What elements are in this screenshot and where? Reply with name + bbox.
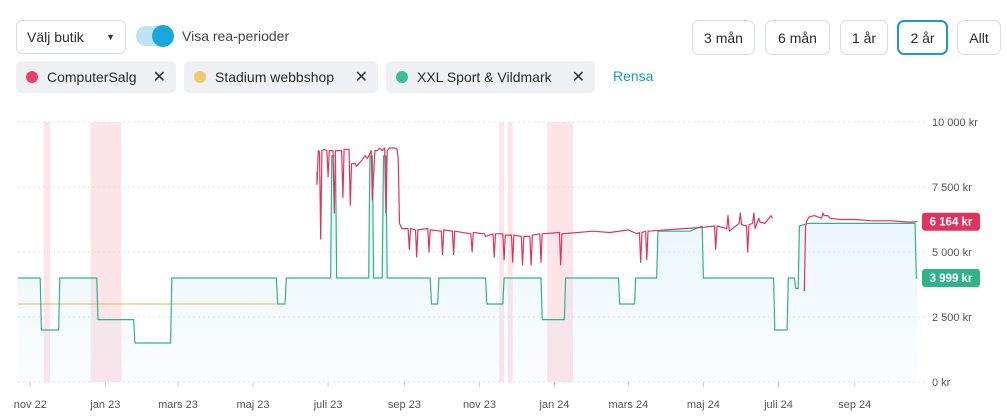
sale-periods-toggle[interactable] [136,25,174,47]
series-line-computersalg [803,212,918,292]
badge-computersalg-bg [922,212,980,231]
range-button-all[interactable]: Allt [957,20,1001,55]
clear-filters-link[interactable]: Rensa [613,68,654,84]
x-tick-label: juli 24 [763,399,793,411]
shop-select[interactable]: Välj butik ▼ [16,20,126,54]
x-tick-label: nov 22 [14,399,47,411]
filter-chip-label: ComputerSalg [47,69,137,85]
x-tick-label: maj 24 [687,399,720,411]
y-tick-label: 5 000 kr [932,247,972,259]
toggle-knob [152,25,174,47]
y-tick-label: 7 500 kr [932,182,972,194]
close-icon[interactable]: ✕ [571,69,585,86]
y-tick-label: 2 500 kr [932,312,972,324]
badge-xxl-bg [922,269,980,288]
x-tick-label: juli 23 [313,399,343,411]
sale-periods-toggle-label: Visa rea-perioder [182,28,290,44]
x-tick-label: sep 24 [838,399,871,411]
y-tick-label: 0 kr [932,377,951,389]
filter-chip-label: Stadium webbshop [215,69,335,85]
sale-period-band [507,122,513,382]
x-tick-label: mars 24 [608,399,648,411]
price-chart: 0 kr 2 500 kr 5 000 kr 7 500 kr 10 000 kr no… [14,117,980,411]
range-button-1y[interactable]: 1 år [840,20,888,55]
x-tick-label: maj 23 [237,399,270,411]
x-tick-label: jan 23 [89,399,120,411]
color-dot-icon [194,71,206,83]
sale-period-band [43,122,50,382]
range-button-6m[interactable]: 6 mån [765,20,830,55]
color-dot-icon [26,71,38,83]
close-icon[interactable]: ✕ [354,69,368,86]
badge-computersalg-label: 6 164 kr [930,217,973,229]
series-line-xxl [18,155,918,344]
filter-chip-xxl: XXL Sport & Vildmark ✕ [386,61,595,93]
badge-xxl-label: 3 999 kr [930,273,973,285]
x-tick-label: nov 23 [463,399,496,411]
chevron-down-icon: ▼ [106,32,115,42]
color-dot-icon [396,71,408,83]
filter-chip-stadium: Stadium webbshop ✕ [184,61,378,93]
y-tick-label: 10 000 kr [932,117,978,129]
x-tick-label: jan 24 [539,399,570,411]
shop-select-label: Välj butik [27,29,84,45]
close-icon[interactable]: ✕ [152,69,166,86]
x-tick-label: mars 23 [158,399,198,411]
filter-chip-label: XXL Sport & Vildmark [417,69,552,85]
x-tick-label: sep 23 [388,399,421,411]
range-button-3m[interactable]: 3 mån [692,20,755,55]
price-area [18,155,918,382]
filter-chip-computersalg: ComputerSalg ✕ [16,61,176,93]
sale-period-band [499,122,505,382]
range-button-2y[interactable]: 2 år [897,20,948,55]
series-line-computersalg [316,147,773,266]
sale-periods-toggle-wrap: Visa rea-perioder [136,25,290,47]
